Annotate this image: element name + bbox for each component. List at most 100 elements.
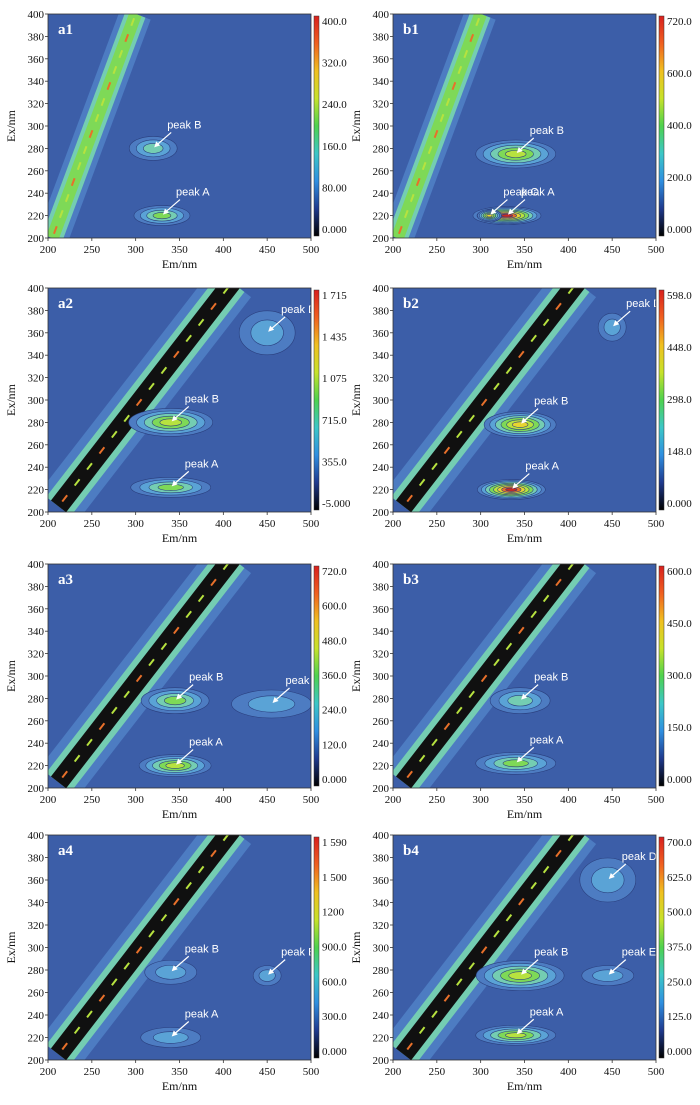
y-tick-label: 400 — [28, 559, 45, 571]
contour-level — [502, 759, 529, 768]
peak-contour — [128, 408, 214, 437]
scatter-streak — [197, 594, 205, 603]
colorbar-label: 625.0 — [667, 872, 692, 884]
x-axis-label: Em/nm — [507, 1079, 543, 1093]
scatter-streak — [480, 398, 488, 407]
peak-label: peak B — [185, 393, 219, 405]
x-tick-label: 300 — [127, 244, 144, 256]
x-tick-label: 450 — [259, 518, 276, 530]
y-tick-label: 380 — [373, 581, 390, 593]
scatter-streak — [451, 81, 457, 91]
x-tick-label: 500 — [303, 518, 320, 530]
panel-b2: peak A peak B peak D b2 200 250 300 350 400 450 50… — [349, 283, 692, 545]
colorbar-label: 150.0 — [667, 722, 692, 734]
y-tick-label: 200 — [28, 507, 45, 519]
scatter-streak — [61, 770, 68, 779]
scatter-band-core — [395, 835, 585, 1060]
scatter-streak — [106, 81, 112, 91]
x-tick-label: 200 — [385, 518, 402, 530]
colorbar — [313, 289, 320, 511]
scatter-streak — [468, 690, 475, 699]
peak-contour — [477, 209, 502, 222]
scatter-streak — [505, 913, 513, 922]
y-tick-label: 240 — [373, 188, 390, 200]
contour-area — [48, 288, 296, 512]
y-tick-label: 400 — [28, 283, 45, 295]
colorbar-label: 0.000 — [667, 498, 692, 510]
y-axis-label: Ex/nm — [4, 383, 18, 416]
y-tick-label: 240 — [28, 1010, 45, 1022]
peak-contour — [130, 477, 212, 498]
y-tick-label: 340 — [28, 76, 45, 88]
peak-arrowhead — [268, 968, 275, 975]
peak-contour — [597, 312, 627, 342]
peak-arrow — [518, 746, 535, 761]
colorbar-label: 600.0 — [322, 976, 347, 988]
colorbar-label: 0.000 — [322, 774, 347, 786]
x-axis-label: Em/nm — [162, 1079, 198, 1093]
scatter-streak — [555, 578, 562, 587]
y-tick-label: 200 — [373, 1055, 390, 1067]
peak-label: peak D — [626, 298, 661, 310]
peak-label: peak E — [281, 947, 315, 959]
scatter-streak — [530, 610, 537, 619]
scatter-streak — [112, 65, 118, 75]
colorbar-label: 448.0 — [667, 342, 692, 354]
y-tick-label: 360 — [28, 54, 45, 66]
scatter-streak — [406, 1042, 413, 1051]
scatter-streak — [493, 382, 500, 391]
scatter-streak — [197, 318, 205, 327]
x-tick-label: 500 — [303, 244, 320, 256]
y-tick-label: 240 — [28, 738, 45, 750]
peak-label: peak A — [185, 1009, 219, 1021]
scatter-streak — [173, 897, 180, 906]
y-tick-label: 260 — [28, 166, 45, 178]
scatter-streak — [418, 754, 426, 763]
scatter-band — [393, 14, 496, 238]
scatter-streak — [468, 414, 475, 423]
scatter-streak — [542, 865, 550, 874]
colorbar-label: 1 500 — [322, 872, 347, 884]
y-tick-label: 220 — [373, 485, 390, 497]
y-tick-label: 340 — [373, 76, 390, 88]
colorbar-label: 375.0 — [667, 942, 692, 954]
scatter-streak — [111, 978, 118, 986]
contour-area — [48, 14, 191, 238]
peak-arrowhead — [521, 693, 528, 700]
colorbar-label: 600.0 — [667, 566, 692, 578]
colorbar-label: 160.0 — [322, 141, 347, 153]
scatter-streak — [98, 722, 106, 731]
y-tick-label: 300 — [373, 121, 390, 133]
peak-contour — [581, 965, 635, 986]
y-tick-label: 280 — [28, 417, 45, 429]
y-tick-label: 280 — [373, 965, 390, 977]
colorbar-label: 240.0 — [322, 705, 347, 717]
scatter-streak — [443, 722, 451, 731]
peak-arrowhead — [516, 147, 523, 153]
peak-arrow — [614, 310, 631, 325]
scatter-streak — [98, 994, 106, 1002]
contour-level — [505, 487, 518, 492]
colorbar-label: 900.0 — [322, 942, 347, 954]
colorbar-label: 125.0 — [667, 1011, 692, 1023]
y-tick-label: 280 — [373, 143, 390, 155]
y-tick-label: 360 — [373, 54, 390, 66]
scatter-streak — [475, 17, 481, 27]
panel-b4: peak A peak B peak D peak E b4 200 250 300 350 40… — [349, 830, 692, 1093]
colorbar-label: 0.000 — [667, 1046, 692, 1058]
y-tick-label: 340 — [28, 898, 45, 910]
x-tick-label: 450 — [259, 244, 276, 256]
x-tick-label: 250 — [84, 518, 101, 530]
y-tick-label: 400 — [373, 9, 390, 21]
colorbar-label: 360.0 — [322, 670, 347, 682]
scatter-band-core — [50, 288, 240, 512]
x-tick-label: 250 — [84, 794, 101, 806]
x-tick-label: 200 — [385, 1066, 402, 1078]
colorbar-label: 400.0 — [322, 16, 347, 28]
contour-area — [393, 288, 627, 512]
x-tick-label: 400 — [215, 518, 232, 530]
x-tick-label: 200 — [40, 244, 57, 256]
peak-arrow — [173, 470, 190, 485]
